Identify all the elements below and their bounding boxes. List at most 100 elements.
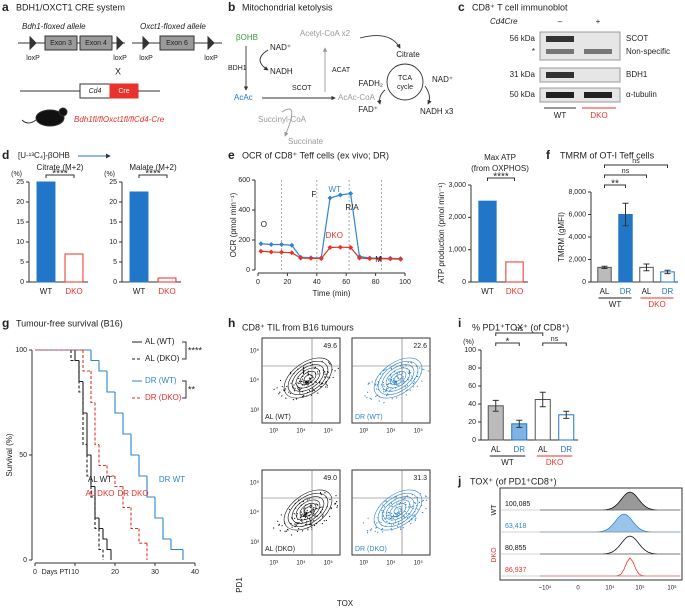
event-dot: [334, 502, 337, 504]
significance-bracket: [495, 332, 544, 336]
event-dot: [298, 377, 300, 380]
event-dot: [385, 368, 387, 370]
event-dot: [308, 498, 310, 500]
panel-title: TOX⁺ (of PD1⁺CD8⁺): [470, 476, 557, 486]
event-dot: [289, 392, 292, 395]
label: Oxct1-floxed allele: [140, 22, 206, 31]
quadrant-value: 22.6: [413, 343, 427, 350]
event-dot: [310, 511, 312, 513]
error-bar: [516, 419, 523, 428]
event-dot: [383, 506, 386, 508]
survival-step: [106, 371, 115, 393]
event-dot: [299, 392, 301, 394]
event-dot: [319, 491, 322, 494]
quadrant-value: 49.6: [323, 343, 337, 350]
survival-step: [130, 507, 139, 530]
event-dot: [307, 372, 309, 374]
x-tick-label: AL: [491, 445, 501, 454]
group-label: WT: [501, 458, 514, 467]
x-tick-label: 10⁵: [324, 428, 334, 435]
event-dot: [303, 394, 305, 397]
event-dot: [399, 502, 402, 504]
survival-step: [170, 539, 183, 551]
event-dot: [302, 395, 304, 398]
label: loxP: [26, 55, 40, 62]
axis-label: Time (min): [313, 289, 351, 298]
marker: [327, 245, 333, 250]
event-dot: [385, 500, 388, 502]
event-dot: [307, 382, 309, 384]
survival-step: [74, 350, 79, 362]
axis-label: OCR (pmol min⁻¹): [229, 192, 238, 257]
event-dot: [424, 495, 427, 497]
event-dot: [390, 389, 392, 391]
event-dot: [370, 398, 372, 400]
label: +: [596, 17, 601, 26]
pathway-arrows: [243, 35, 432, 137]
event-dot: [407, 361, 409, 364]
error-bar: [601, 265, 608, 269]
legend-label: AL (DKO): [145, 354, 180, 363]
y-tick-label: 25: [16, 179, 24, 186]
label: WT: [554, 111, 567, 120]
survival-step: [146, 476, 155, 498]
event-dot: [309, 518, 311, 520]
event-dot: [402, 372, 404, 374]
event-dot: [335, 495, 337, 497]
marker: [308, 255, 314, 261]
bar: [36, 181, 56, 283]
event-dot: [312, 514, 314, 516]
error-bar: [539, 391, 546, 408]
error-bar: [622, 202, 629, 227]
contour: [389, 503, 407, 517]
event-dot: [328, 361, 330, 363]
contour: [381, 364, 415, 392]
contour: [303, 506, 313, 514]
x-tick-label: 10⁶: [667, 585, 677, 592]
event-dot: [307, 384, 309, 386]
event-dot: [384, 518, 387, 520]
event-dot: [390, 367, 392, 369]
contour: [373, 489, 423, 531]
event-dot: [326, 384, 328, 386]
event-dot: [288, 391, 290, 393]
label: ACAT: [332, 67, 351, 74]
x-tick-label: DKO: [65, 287, 82, 296]
event-dot: [383, 391, 385, 393]
event-dot: [308, 390, 311, 392]
marker: [289, 242, 295, 248]
event-dot: [386, 520, 388, 522]
event-dot: [332, 376, 334, 379]
series-label: DKO: [326, 231, 343, 240]
event-dot: [382, 515, 384, 518]
label: 56 kDa: [510, 34, 536, 43]
label: Exon 6: [166, 40, 188, 47]
event-dot: [315, 503, 317, 505]
annotation: DR WT: [159, 475, 185, 484]
survival-step: [78, 360, 83, 383]
survival-step: [106, 539, 111, 551]
event-dot: [290, 534, 293, 536]
flow-plot: [351, 469, 431, 556]
event-dot: [286, 385, 288, 388]
event-dot: [279, 379, 282, 382]
event-dot: [323, 520, 325, 522]
event-dot: [307, 529, 309, 531]
chart-title: Citrate (M+2): [37, 163, 84, 172]
plot-frame: [351, 469, 431, 556]
event-dot: [411, 362, 413, 364]
event-dot: [328, 363, 331, 365]
x-tick-label: 10⁴: [386, 560, 396, 567]
event-dot: [324, 376, 326, 378]
event-dot: [369, 382, 371, 384]
event-dot: [306, 510, 308, 512]
event-dot: [388, 514, 390, 517]
x-tick-label: 0: [256, 279, 260, 286]
marker: [289, 250, 295, 256]
event-dot: [394, 382, 396, 384]
y-tick-label: 10⁵: [250, 479, 260, 486]
y-tick-label: 100: [15, 347, 27, 354]
contour: [283, 489, 333, 531]
event-dot: [406, 495, 408, 497]
